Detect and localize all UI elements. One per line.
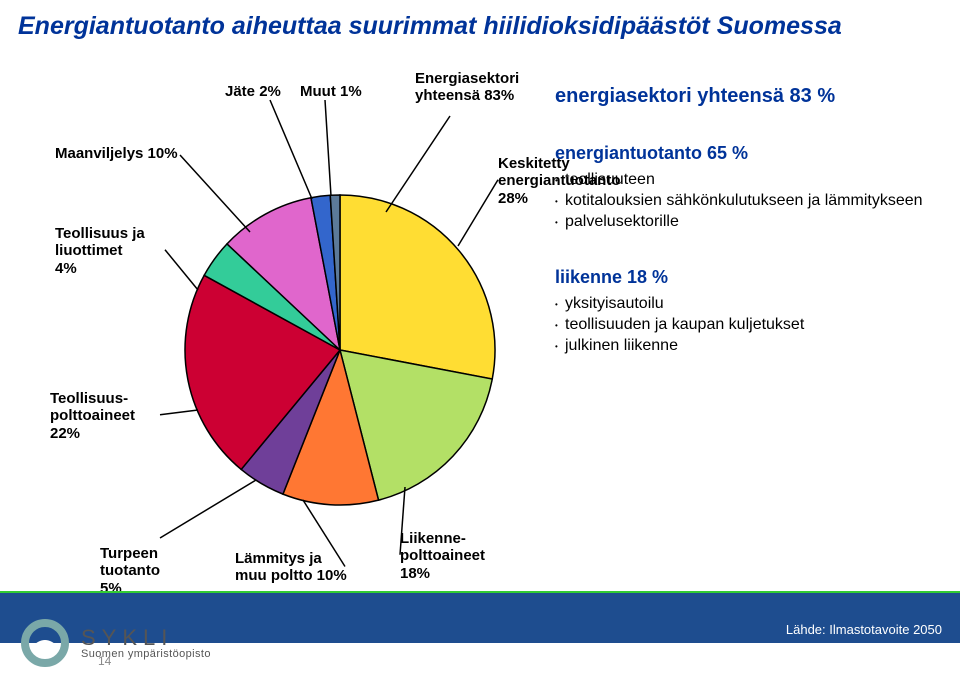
bullet-item: •palvelusektorille	[555, 212, 935, 233]
bullet-item: •kotitalouksien sähkönkulutukseen ja läm…	[555, 191, 935, 212]
logo: SYKLI Suomen ympäristöopisto	[18, 616, 211, 671]
right-column: energiasektori yhteensä 83 % energiantuo…	[555, 85, 935, 357]
bullet-item: •julkinen liikenne	[555, 336, 935, 357]
page-title: Energiantuotanto aiheuttaa suurimmat hii…	[18, 12, 842, 41]
bullet-item: •teollisuuden ja kaupan kuljetukset	[555, 315, 935, 336]
section1-title: energiantuotanto 65 %	[555, 143, 935, 164]
pie-svg	[50, 60, 610, 620]
pie-label-teoll_liuottimet: Teollisuus jaliuottimet4%	[55, 225, 145, 277]
source-text: Lähde: Ilmastotavoite 2050	[786, 622, 942, 637]
pie-label-maanviljelys: Maanviljelys 10%	[55, 145, 178, 162]
logo-line1: SYKLI	[81, 627, 211, 649]
logo-icon	[18, 616, 73, 671]
pie-label-lammitys: Lämmitys jamuu poltto 10%	[235, 550, 347, 585]
pie-chart: Energiasektoriyhteensä 83%Keskitettyener…	[50, 60, 570, 560]
pie-label-liikenne: Liikenne-polttoaineet18%	[400, 530, 485, 582]
pie-label-teollisuuspoltto: Teollisuus-polttoaineet22%	[50, 390, 135, 442]
pie-label-energiasektori: Energiasektoriyhteensä 83%	[415, 70, 519, 105]
section2-title: liikenne 18 %	[555, 267, 935, 288]
page-number: 14	[98, 654, 111, 668]
bullet-item: •teollisuuteen	[555, 170, 935, 191]
section2-bullets: •yksityisautoilu•teollisuuden ja kaupan …	[555, 294, 935, 356]
right-heading: energiasektori yhteensä 83 %	[555, 85, 935, 108]
pie-label-turve: Turpeentuotanto5%	[100, 545, 160, 597]
bullet-item: •yksityisautoilu	[555, 294, 935, 315]
section1-bullets: •teollisuuteen•kotitalouksien sähkönkulu…	[555, 170, 935, 232]
pie-label-muut: Muut 1%	[300, 83, 362, 100]
pie-label-jate: Jäte 2%	[225, 83, 281, 100]
